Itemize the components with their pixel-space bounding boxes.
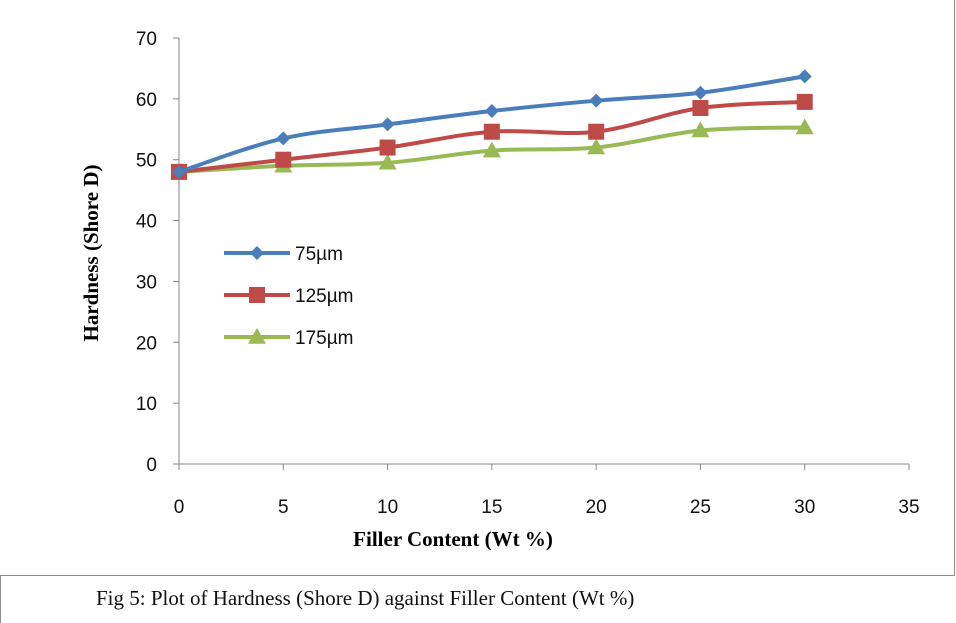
y-tick-label: 50 [136, 151, 157, 172]
data-point-triangle [795, 118, 814, 135]
x-tick-label: 20 [586, 497, 607, 518]
data-point-square [483, 123, 500, 140]
data-point-square [692, 99, 709, 116]
legend-label: 175µm [295, 328, 353, 349]
legend-marker-square [249, 287, 265, 303]
x-tick-label: 15 [481, 497, 502, 518]
y-axis-title: Hardness (Shore D) [79, 165, 103, 342]
x-tick-label: 35 [898, 497, 919, 518]
x-tick-label: 30 [794, 497, 815, 518]
frame-left-rule [0, 576, 1, 623]
y-tick-label: 20 [136, 333, 157, 354]
x-tick-label: 5 [278, 497, 289, 518]
data-point-diamond [693, 85, 708, 100]
series-125m-group [171, 93, 813, 180]
figure-caption: Fig 5: Plot of Hardness (Shore D) agains… [96, 586, 635, 610]
legend-label: 75µm [295, 244, 343, 265]
data-point-triangle [378, 153, 397, 170]
y-tick-label: 10 [136, 394, 157, 415]
y-tick-label: 40 [136, 212, 157, 233]
x-tick-label: 10 [377, 497, 398, 518]
data-point-diamond [380, 117, 395, 132]
legend-entry: 75µm [224, 244, 343, 265]
data-point-diamond [797, 69, 812, 84]
hardness-line-chart: 0 10 20 30 40 50 60 70 0 5 10 15 20 25 30 35 75µm 125µm 1… [79, 29, 920, 551]
data-point-diamond [276, 131, 291, 146]
data-point-square [275, 151, 292, 168]
legend-entry: 125µm [224, 286, 353, 307]
x-tick-label: 25 [690, 497, 711, 518]
legend-label: 125µm [295, 286, 353, 307]
data-point-square [796, 93, 813, 110]
data-point-triangle [587, 138, 606, 155]
data-point-diamond [484, 104, 499, 119]
chart-frame: 0 10 20 30 40 50 60 70 0 5 10 15 20 25 30 35 75µm 125µm 1… [0, 0, 955, 576]
y-tick-label: 0 [146, 455, 157, 476]
data-point-square [379, 139, 396, 156]
x-axis-title: Filler Content (Wt %) [353, 527, 553, 551]
data-point-triangle [691, 121, 710, 138]
legend: 75µm 125µm 175µm [224, 244, 353, 349]
series-75m-group [172, 69, 812, 179]
data-point-square [588, 123, 605, 140]
series-lines [170, 69, 814, 180]
legend-marker-triangle [248, 328, 266, 344]
legend-entry: 175µm [224, 328, 353, 349]
x-tick-label: 0 [174, 497, 185, 518]
y-tick-label: 70 [136, 29, 157, 50]
y-tick-label: 60 [136, 90, 157, 111]
data-point-triangle [482, 141, 501, 158]
data-point-diamond [589, 93, 604, 108]
data-point-diamond [172, 164, 186, 179]
axes: 0 10 20 30 40 50 60 70 0 5 10 15 20 25 30 35 [136, 29, 920, 518]
y-tick-label: 30 [136, 272, 157, 293]
legend-marker-diamond [250, 246, 264, 260]
